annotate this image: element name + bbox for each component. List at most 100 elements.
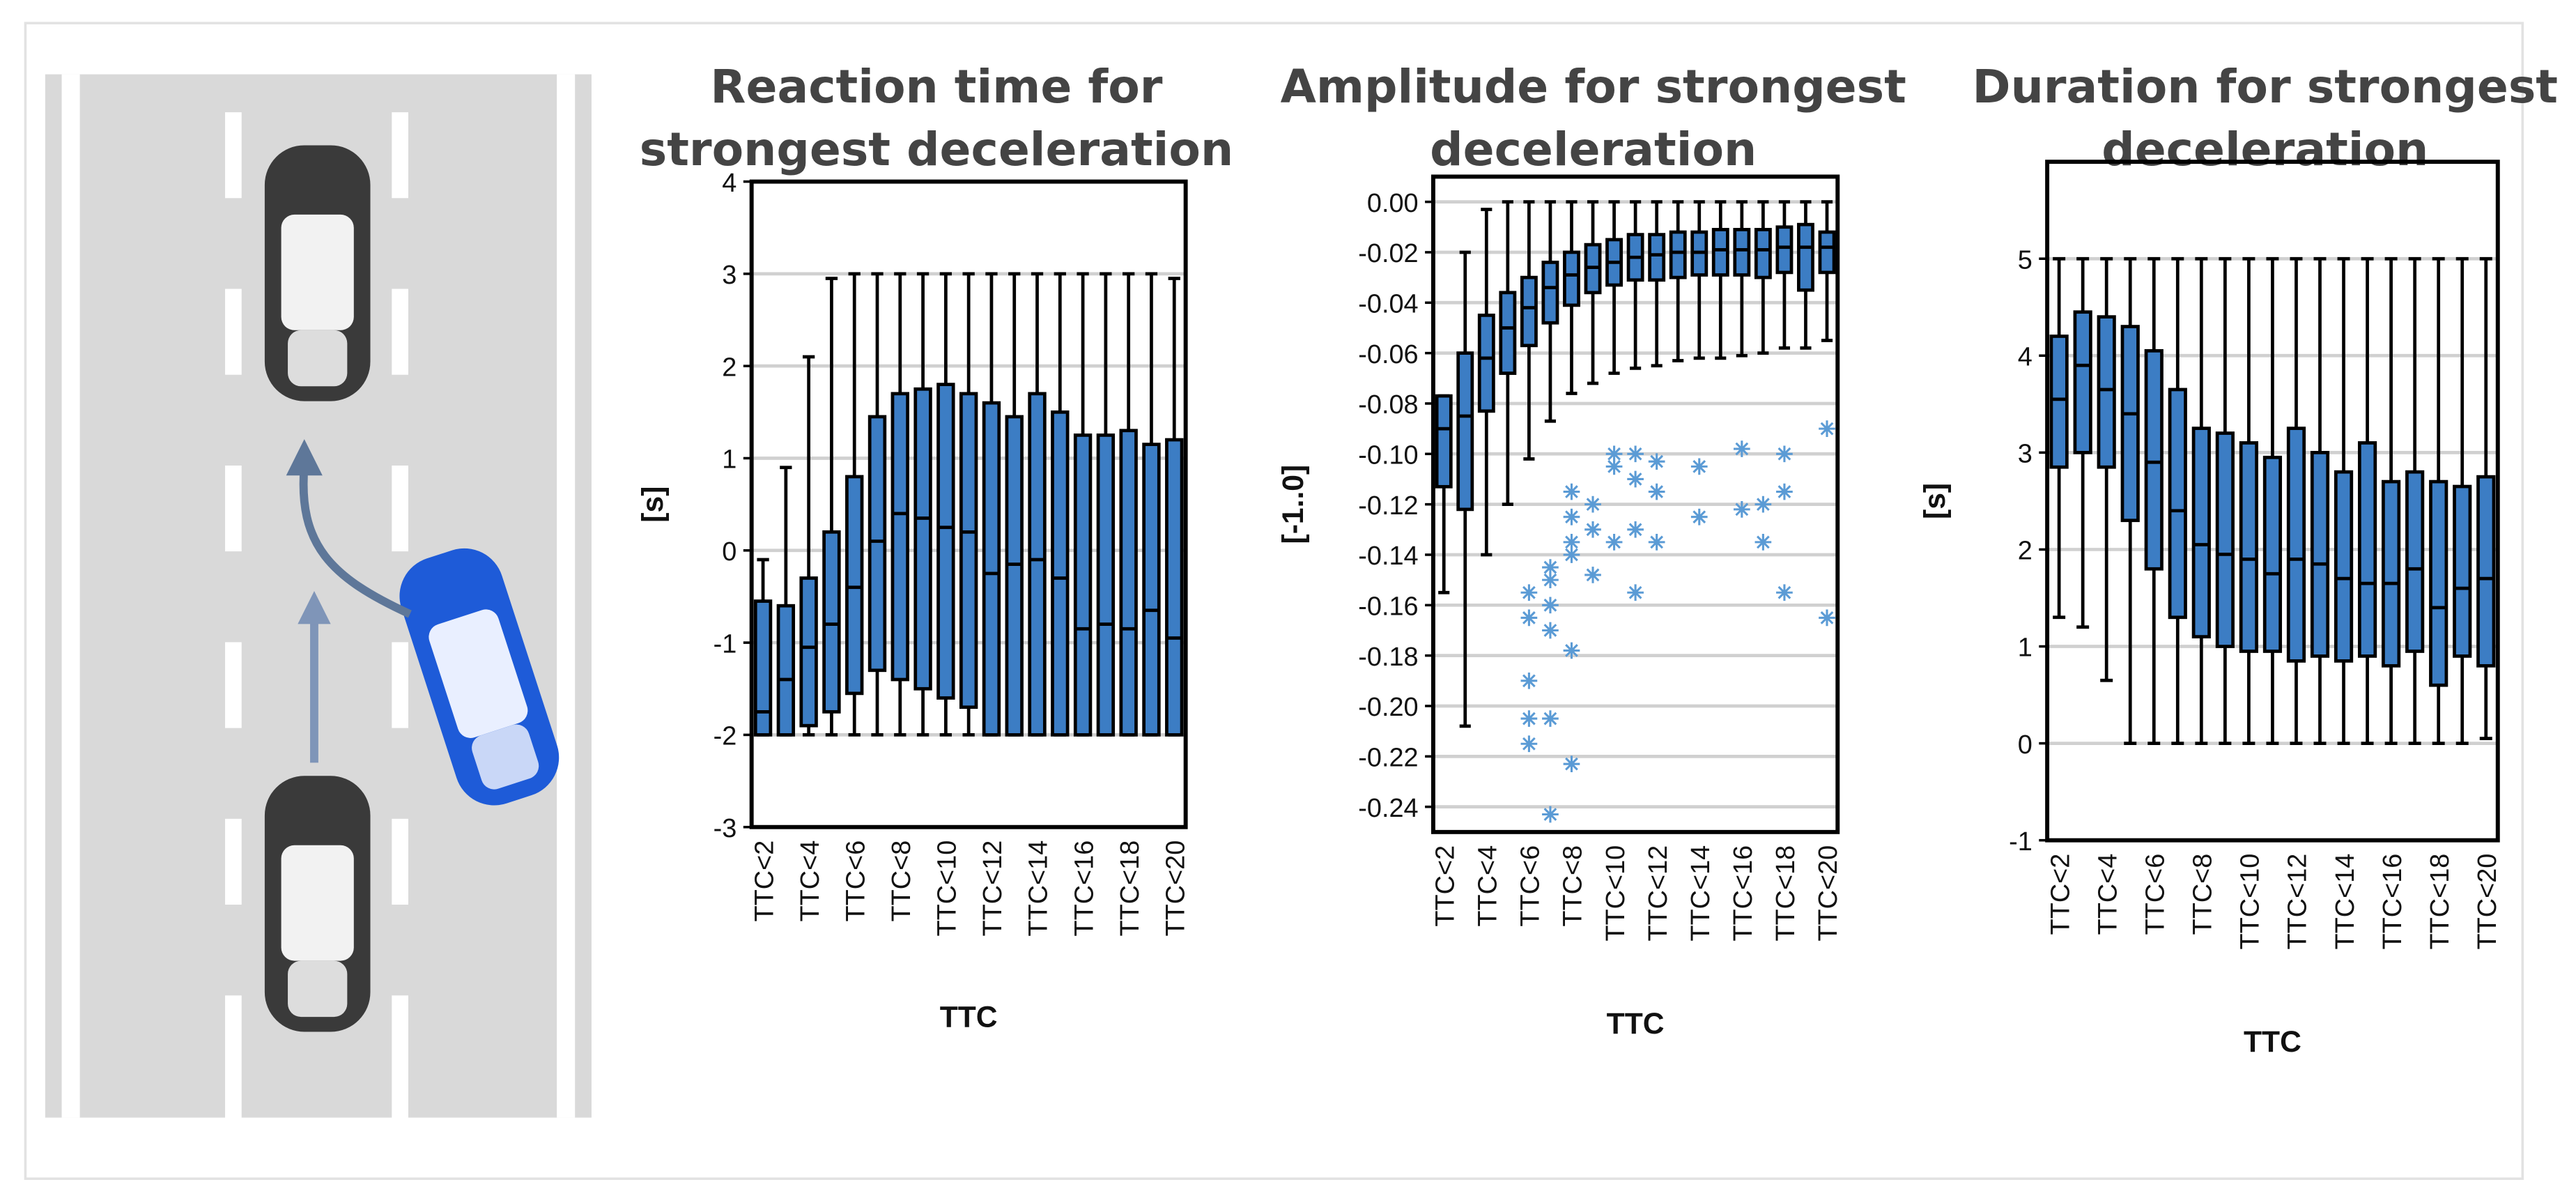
outlier [1648,453,1665,470]
outlier [1542,710,1559,727]
box [1775,225,1794,275]
outlier [1520,584,1538,601]
x-axis-label: TTC [1607,1007,1665,1041]
x-tick-label: TTC<10 [933,841,962,937]
box [1051,410,1070,737]
outlier [1690,458,1708,475]
arrow-head [298,591,331,624]
outlier [1776,584,1793,601]
x-tick-label: TTC<20 [1814,845,1843,942]
outlier [1584,496,1601,513]
outlier [1542,597,1559,614]
box [2453,484,2472,658]
y-tick-label: 2 [2018,537,2033,566]
outlier [1776,483,1793,500]
y-tick-label: -0.14 [1358,542,1418,571]
y-tick-label: 3 [2018,440,2033,469]
box [2073,310,2092,454]
car-front [264,145,371,401]
y-tick-label: 2 [722,353,736,382]
outlier [1627,445,1644,463]
box [867,415,887,673]
box [2429,479,2448,687]
box [2144,348,2164,571]
box [1435,394,1453,489]
box [845,475,864,696]
outlier [1627,521,1644,538]
outlier [1754,534,1772,551]
x-tick-label: TTC<18 [1771,845,1800,942]
box [913,387,932,691]
y-tick-label: -0.04 [1358,290,1418,319]
chart-title: Reaction time for [710,59,1162,114]
x-tick-label: TTC<18 [2425,854,2455,950]
box [1733,228,1751,277]
box [1669,230,1687,279]
y-tick-label: -0.22 [1358,744,1418,773]
x-tick-label: TTC<12 [1644,845,1673,942]
plot-frame [1430,174,1840,834]
outlier [1605,445,1623,463]
outlier [1520,672,1538,689]
outlier [1819,609,1835,627]
box [2168,387,2187,620]
x-tick-label: TTC<8 [887,841,916,922]
road-edge [557,74,576,1118]
box [1028,392,1047,737]
x-tick-label: TTC<14 [2331,854,2360,950]
y-tick-label: 0 [2018,730,2033,760]
outlier [1542,571,1559,588]
x-tick-label: TTC<14 [1024,841,1054,937]
outlier [1584,521,1601,538]
outlier [1542,806,1559,823]
box [1005,415,1024,737]
box [2120,325,2140,523]
x-tick-label: TTC<6 [1516,845,1545,927]
outlier [1648,483,1665,500]
outlier [1563,534,1580,551]
box [1818,230,1836,275]
y-tick-label: -0.20 [1358,693,1418,722]
outlier [1584,567,1601,583]
outlier [1563,483,1580,500]
y-tick-label: -3 [714,814,737,843]
box [1541,261,1559,325]
box [959,392,978,709]
chart-title: strongest deceleration [640,122,1233,176]
box [1499,291,1517,375]
outlier [1605,534,1623,551]
y-tick-label: -2 [714,722,737,751]
x-tick-label: TTC<4 [2093,854,2122,935]
x-tick-label: TTC<4 [1474,845,1503,927]
x-tick-label: TTC<2 [2046,854,2075,935]
box [1142,443,1161,737]
x-tick-label: TTC<4 [796,841,825,922]
box [1119,429,1138,737]
frame [24,22,2524,1181]
x-tick-label: TTC<14 [1686,845,1715,942]
outlier [1627,584,1644,601]
outlier [1627,470,1644,488]
x-tick-label: TTC<16 [2378,854,2407,950]
box [1477,314,1495,413]
y-tick-label: -0.06 [1358,340,1418,369]
box [2097,315,2116,469]
y-tick-label: -0.02 [1358,239,1418,268]
y-axis-label: [s] [1918,483,1952,519]
box [982,401,1001,737]
outlier [1563,642,1580,659]
road-diagram [45,74,592,1144]
y-tick-label: -1 [2009,827,2033,857]
outlier [1819,420,1835,437]
x-tick-label: TTC<6 [2141,854,2170,935]
plot-frame [749,179,1188,829]
y-tick-label: -0.10 [1358,441,1418,470]
outlier [1605,458,1623,475]
y-tick-label: 3 [722,261,736,290]
box [1754,228,1772,279]
box [2239,441,2259,653]
chart-title: deceleration [2101,122,2428,176]
arrow-head [286,439,323,476]
outlier [1563,546,1580,563]
